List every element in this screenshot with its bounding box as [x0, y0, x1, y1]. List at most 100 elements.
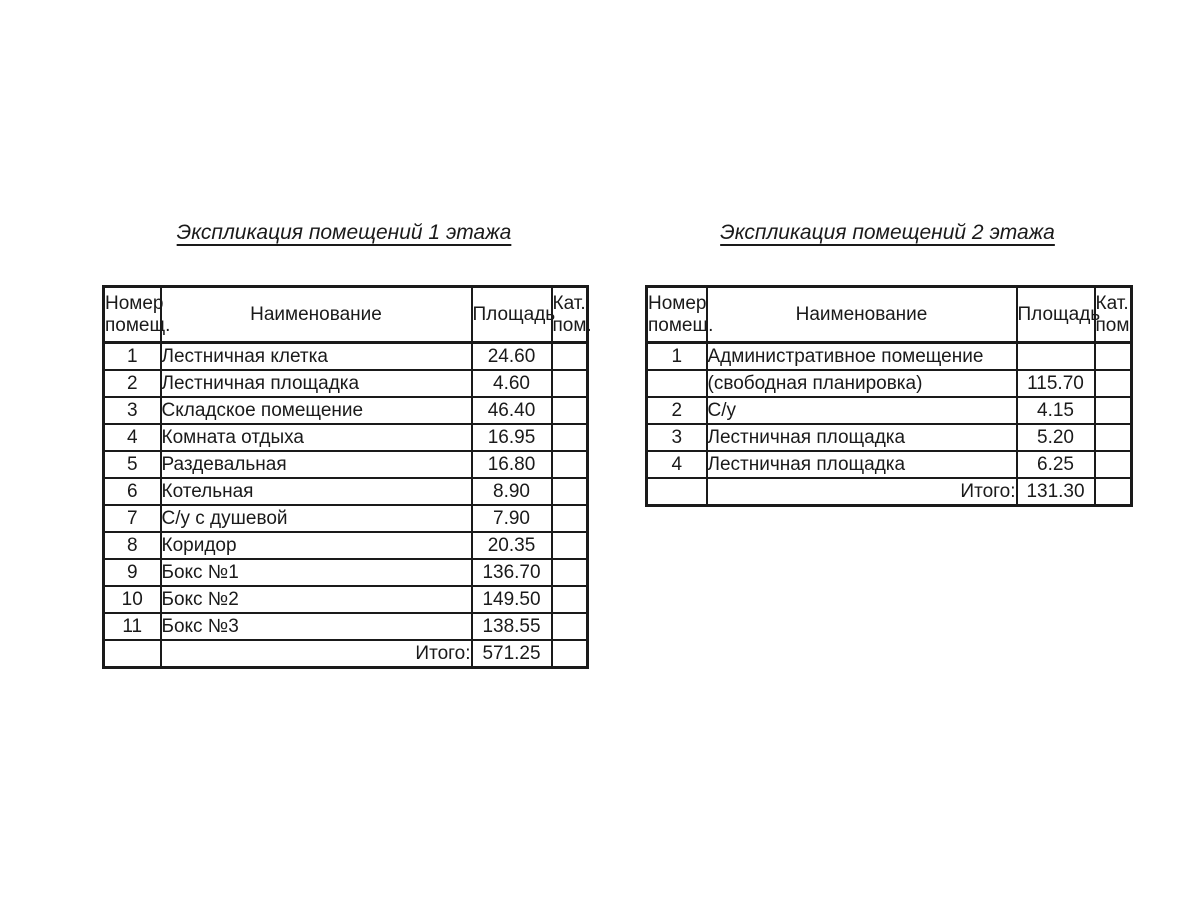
- table-row: 7 С/у с душевой 7.90: [102, 504, 589, 533]
- category-cell: [550, 531, 589, 560]
- category-cell: [550, 612, 589, 641]
- category-cell: [550, 585, 589, 614]
- room-number-cell: 11: [102, 612, 162, 641]
- table-row: 1 Лестничная клетка 24.60: [102, 341, 589, 371]
- total-empty-category-cell: [550, 639, 589, 669]
- total-value-cell: 571.25: [470, 639, 553, 669]
- room-number-cell: 9: [102, 558, 162, 587]
- category-cell: [550, 504, 589, 533]
- table-row: 9 Бокс №1 136.70: [102, 558, 589, 587]
- table-row: 4 Лестничная площадка 6.25: [645, 450, 1133, 479]
- table-row: 6 Котельная 8.90: [102, 477, 589, 506]
- total-row: Итого: 131.30: [645, 477, 1133, 507]
- room-name-cell: Котельная: [159, 477, 473, 506]
- area-cell: 5.20: [1015, 423, 1096, 452]
- room-name-cell: Раздевальная: [159, 450, 473, 479]
- room-number-cell: 3: [102, 396, 162, 425]
- table-footer: Итого: 131.30: [645, 477, 1133, 507]
- header-row: Номер помещ. Наименование Площадь Кат. п…: [645, 285, 1135, 344]
- area-cell: [1015, 341, 1096, 371]
- explication-block-floor2: Экспликация помещений 2 этажа Номер поме…: [645, 220, 1135, 507]
- area-cell: 4.60: [470, 369, 553, 398]
- header-name: Наименование: [159, 285, 473, 344]
- header-room-number: Номер помещ.: [645, 285, 713, 344]
- room-number-cell: 6: [102, 477, 162, 506]
- room-number-cell: 10: [102, 585, 162, 614]
- room-number-cell: 1: [645, 341, 708, 371]
- area-cell: 115.70: [1015, 369, 1096, 398]
- category-cell: [550, 477, 589, 506]
- room-number-cell: 1: [102, 341, 162, 371]
- area-cell: 16.95: [470, 423, 553, 452]
- table-header: Номер помещ. Наименование Площадь Кат. п…: [102, 285, 592, 344]
- table-row: 2 С/у 4.15: [645, 396, 1133, 425]
- category-cell: [1093, 450, 1133, 479]
- room-name-cell: Складское помещение: [159, 396, 473, 425]
- category-cell: [550, 558, 589, 587]
- room-number-cell: 7: [102, 504, 162, 533]
- room-number-cell: 2: [102, 369, 162, 398]
- room-number-cell: [645, 369, 708, 398]
- table-row: 8 Коридор 20.35: [102, 531, 589, 560]
- room-number-cell: 2: [645, 396, 708, 425]
- table-row: 2 Лестничная площадка 4.60: [102, 369, 589, 398]
- area-cell: 7.90: [470, 504, 553, 533]
- room-number-cell: 8: [102, 531, 162, 560]
- category-cell: [1093, 341, 1133, 371]
- table-row: 1 Административное помещение: [645, 341, 1133, 371]
- room-name-cell: Лестничная клетка: [159, 341, 473, 371]
- room-name-cell: С/у: [705, 396, 1018, 425]
- category-cell: [550, 396, 589, 425]
- table-row: (свободная планировка) 115.70: [645, 369, 1133, 398]
- table-row: 4 Комната отдыха 16.95: [102, 423, 589, 452]
- area-cell: 138.55: [470, 612, 553, 641]
- header-area: Площадь: [1015, 285, 1100, 344]
- table-row: 10 Бокс №2 149.50: [102, 585, 589, 614]
- room-name-cell: Бокс №1: [159, 558, 473, 587]
- header-row: Номер помещ. Наименование Площадь Кат. п…: [102, 285, 592, 344]
- total-label-cell: Итого:: [159, 639, 473, 669]
- room-name-cell: Комната отдыха: [159, 423, 473, 452]
- room-name-cell: Бокс №2: [159, 585, 473, 614]
- header-category: Кат. пом.: [550, 285, 592, 344]
- room-number-cell: 5: [102, 450, 162, 479]
- table-row: 3 Складское помещение 46.40: [102, 396, 589, 425]
- table-row: 5 Раздевальная 16.80: [102, 450, 589, 479]
- table-row: 3 Лестничная площадка 5.20: [645, 423, 1133, 452]
- room-name-cell: С/у с душевой: [159, 504, 473, 533]
- area-cell: 149.50: [470, 585, 553, 614]
- total-empty-number-cell: [102, 639, 162, 669]
- category-cell: [550, 369, 589, 398]
- area-cell: 16.80: [470, 450, 553, 479]
- area-cell: 6.25: [1015, 450, 1096, 479]
- total-value-cell: 131.30: [1015, 477, 1096, 507]
- room-name-cell: Лестничная площадка: [159, 369, 473, 398]
- area-cell: 136.70: [470, 558, 553, 587]
- room-name-cell: Лестничная площадка: [705, 423, 1018, 452]
- table-footer: Итого: 571.25: [102, 639, 589, 669]
- explication-table-floor1: Номер помещ. Наименование Площадь Кат. п…: [102, 285, 592, 669]
- total-label-cell: Итого:: [705, 477, 1018, 507]
- area-cell: 8.90: [470, 477, 553, 506]
- room-name-cell: Лестничная площадка: [705, 450, 1018, 479]
- table-row: 11 Бокс №3 138.55: [102, 612, 589, 641]
- room-name-cell: Коридор: [159, 531, 473, 560]
- header-category: Кат. пом.: [1093, 285, 1135, 344]
- total-row: Итого: 571.25: [102, 639, 589, 669]
- room-number-cell: 4: [102, 423, 162, 452]
- area-cell: 20.35: [470, 531, 553, 560]
- total-empty-category-cell: [1093, 477, 1133, 507]
- explication-table-floor2: Номер помещ. Наименование Площадь Кат. п…: [645, 285, 1135, 507]
- table-title-floor2: Экспликация помещений 2 этажа: [720, 221, 1055, 244]
- area-cell: 4.15: [1015, 396, 1096, 425]
- room-name-cell: (свободная планировка): [705, 369, 1018, 398]
- table-body: 1 Лестничная клетка 24.60 2 Лестничная п…: [102, 341, 589, 641]
- category-cell: [1093, 423, 1133, 452]
- total-empty-number-cell: [645, 477, 708, 507]
- category-cell: [1093, 369, 1133, 398]
- header-room-number: Номер помещ.: [102, 285, 170, 344]
- category-cell: [550, 450, 589, 479]
- room-name-cell: Административное помещение: [705, 341, 1018, 371]
- table-body: 1 Административное помещение (свободная …: [645, 341, 1133, 479]
- header-name: Наименование: [705, 285, 1018, 344]
